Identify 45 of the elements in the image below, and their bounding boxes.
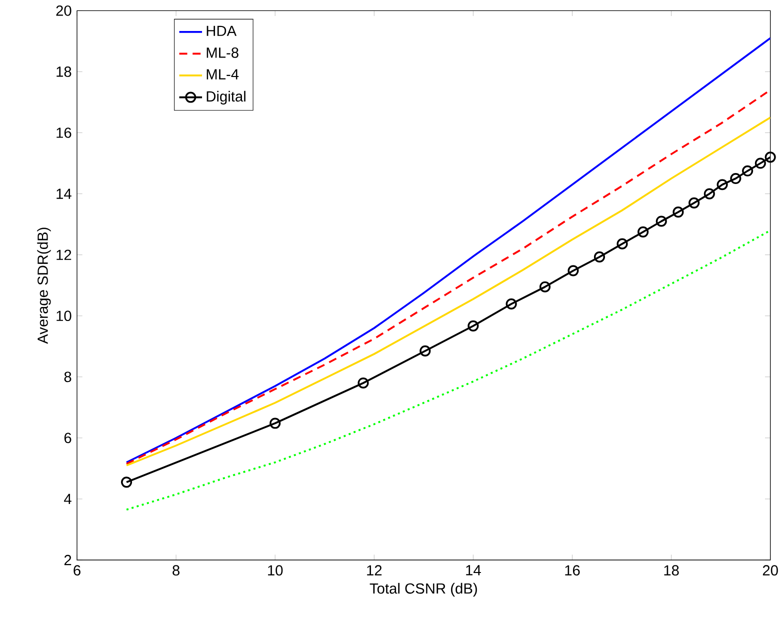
point	[594, 251, 606, 262]
y-tick-label: 8	[64, 372, 72, 382]
y-tick-label: 14	[56, 188, 72, 199]
legend-label: Digital	[206, 90, 246, 105]
point	[506, 298, 517, 310]
point	[688, 197, 700, 208]
point	[754, 158, 766, 169]
point	[420, 345, 431, 356]
y-tick-label: 10	[56, 310, 72, 322]
x-tick-label: 6	[74, 565, 80, 576]
x-tick-label: 18	[664, 565, 679, 576]
point	[468, 320, 479, 332]
y-axis-title: Average SDR(dB)	[37, 228, 51, 344]
y-tick-label: 18	[56, 66, 72, 77]
x-tick-label: 20	[762, 565, 778, 576]
point	[742, 165, 754, 176]
x-tick-label: 12	[367, 565, 382, 576]
x-tick-label: 16	[565, 565, 580, 576]
y-tick-label: 2	[64, 554, 72, 566]
x-tick-label: 8	[172, 565, 180, 576]
point	[730, 172, 742, 184]
point	[656, 216, 667, 227]
x-tick-label: 10	[268, 565, 283, 576]
point	[716, 179, 728, 190]
legend-label: ML-8	[206, 47, 238, 58]
x-tick-label: 14	[466, 565, 481, 576]
point	[568, 265, 579, 276]
y-tick-label: 16	[56, 128, 72, 138]
point	[704, 188, 715, 200]
y-tick-label: 20	[56, 5, 72, 16]
point	[638, 226, 649, 238]
point	[358, 377, 369, 389]
y-tick-label: 12	[56, 250, 72, 260]
y-tick-label: 6	[64, 432, 72, 444]
y-tick-label: 4	[64, 494, 72, 504]
x-axis-title: Total CSNR (dB)	[370, 582, 477, 597]
legend-label: HDA	[206, 26, 237, 36]
point	[120, 476, 132, 488]
legend-label: ML-4	[206, 69, 239, 80]
point	[270, 418, 281, 429]
point	[616, 238, 628, 250]
line-series	[126, 229, 770, 511]
point	[764, 152, 776, 163]
point	[539, 281, 551, 292]
point	[672, 206, 684, 218]
